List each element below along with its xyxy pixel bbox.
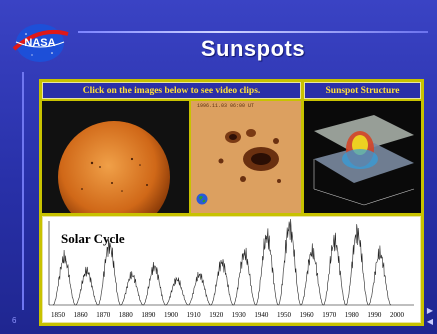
year-tick-label: 1890 (141, 311, 156, 319)
next-slide-icon[interactable]: ▶ (426, 306, 434, 315)
year-tick-label: 1850 (51, 311, 65, 319)
slide-number: 6 (12, 316, 17, 325)
sunspot-closeup-video-clip[interactable]: 1996.11.03 06:00 UT (191, 101, 301, 213)
year-tick-label: 1870 (96, 311, 111, 319)
year-tick-label: 1970 (322, 311, 337, 319)
nasa-logo: NASA (8, 22, 72, 64)
solar-cycle-plot: Solar Cycle 1850 1860 1870 1880 1890 1900 1910… (42, 216, 421, 323)
slide-title: Sunspots (200, 36, 306, 61)
year-tick-label: 1940 (254, 311, 269, 319)
instruction-label: Click on the images below to see video c… (42, 82, 301, 99)
title-rule (78, 31, 428, 33)
year-tick-label: 1910 (186, 311, 201, 319)
clip-timestamp: 1996.11.03 06:00 UT (197, 103, 255, 109)
sunspot-structure-label: Sunspot Structure (304, 82, 421, 99)
year-tick-label: 1960 (299, 311, 314, 319)
sunspot-closeup-image-icon (191, 101, 301, 213)
year-tick-label: 1900 (164, 311, 178, 319)
year-tick-label: 1920 (209, 311, 224, 319)
earth-scale-icon (196, 193, 208, 205)
year-tick-label: 1990 (367, 311, 382, 319)
content-panel: Click on the images below to see video c… (39, 79, 424, 326)
year-tick-label: 2000 (390, 311, 404, 319)
year-tick-label: 1860 (73, 311, 88, 319)
solar-cycle-curve (48, 218, 414, 306)
year-tick-label: 1950 (277, 311, 291, 319)
svg-text:NASA: NASA (24, 37, 55, 49)
year-tick-label: 1880 (118, 311, 133, 319)
3d-structure-plot-image-icon (304, 101, 421, 213)
nasa-meatball-logo-icon: NASA (12, 24, 69, 62)
solar-cycle-title: Solar Cycle (61, 231, 125, 246)
year-tick-label: 1930 (231, 311, 246, 319)
previous-slide-icon[interactable]: ◀ (426, 317, 434, 326)
sun-disk-image-icon (42, 101, 189, 213)
full-sun-video-clip[interactable] (42, 101, 189, 213)
left-rule (22, 72, 24, 310)
sunspot-structure-video-clip[interactable] (304, 101, 421, 213)
year-tick-label: 1980 (344, 311, 359, 319)
